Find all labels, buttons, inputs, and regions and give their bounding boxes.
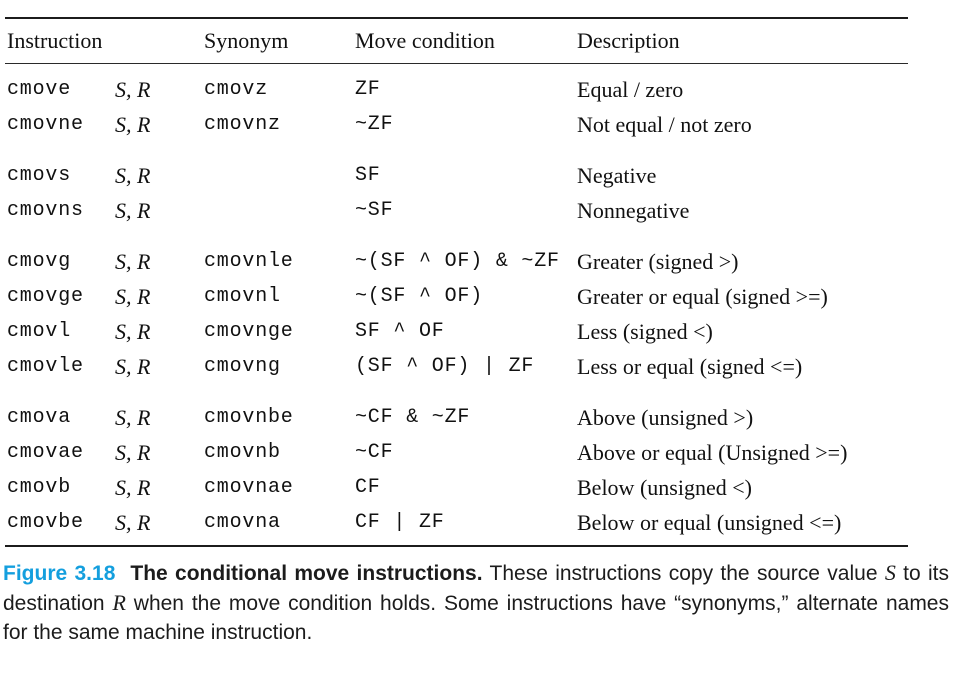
instruction-operands: S, R xyxy=(115,354,151,379)
table-row: cmovle S, R cmovng (SF ^ OF) | ZF Less o… xyxy=(5,349,908,384)
synonym-mnemonic: cmovng xyxy=(204,355,281,378)
synonym-mnemonic: cmovnl xyxy=(204,285,281,308)
synonym-mnemonic: cmovna xyxy=(204,511,281,534)
table-row-group: cmova S, R cmovnbe ~CF & ~ZF Above (unsi… xyxy=(5,400,908,540)
instruction-operands: S, R xyxy=(115,112,151,137)
move-condition-expression: CF xyxy=(355,476,381,499)
instruction-operands: S, R xyxy=(115,163,151,188)
description-text: Equal / zero xyxy=(577,77,684,102)
instruction-mnemonic: cmovae xyxy=(7,441,84,464)
table-body: cmove S, R cmovz ZF Equal / zero cmovne … xyxy=(5,64,908,545)
synonym-mnemonic xyxy=(204,193,355,228)
description-text: Not equal / not zero xyxy=(577,112,752,137)
instruction-mnemonic: cmova xyxy=(7,406,72,429)
instruction-mnemonic: cmovb xyxy=(7,476,72,499)
synonym-mnemonic: cmovnb xyxy=(204,441,281,464)
synonym-mnemonic xyxy=(204,158,355,193)
move-condition-expression: ~(SF ^ OF) & ~ZF xyxy=(355,250,560,273)
move-condition-expression: ~CF & ~ZF xyxy=(355,406,471,429)
table-row: cmovns S, R ~SF Nonnegative xyxy=(5,193,908,228)
synonym-mnemonic: cmovnbe xyxy=(204,406,294,429)
figure-title: The conditional move instructions. xyxy=(130,562,483,585)
instruction-operands: S, R xyxy=(115,284,151,309)
move-condition-expression: ~SF xyxy=(355,199,394,222)
instruction-operands: S, R xyxy=(115,475,151,500)
table-row: cmovg S, R cmovnle ~(SF ^ OF) & ~ZF Grea… xyxy=(5,244,908,279)
table-header-rule xyxy=(5,63,908,64)
table-top-rule xyxy=(5,17,908,19)
instruction-mnemonic: cmovl xyxy=(7,320,72,343)
caption-segment-2: to its destination xyxy=(3,562,949,615)
column-header-move-condition: Move condition xyxy=(355,28,495,53)
column-header-description: Description xyxy=(577,28,680,53)
table-header-row: Instruction Synonym Move condition Descr… xyxy=(5,19,908,63)
description-text: Greater (signed >) xyxy=(577,249,739,274)
synonym-mnemonic: cmovnz xyxy=(204,113,281,136)
synonym-mnemonic: cmovz xyxy=(204,78,269,101)
table-row-group: cmovs S, R SF Negative cmovns S, R ~SF N… xyxy=(5,158,908,228)
description-text: Above or equal (Unsigned >=) xyxy=(577,440,848,465)
caption-var-destination: R xyxy=(112,590,126,615)
description-text: Above (unsigned >) xyxy=(577,405,754,430)
caption-segment-1: These instructions copy the source value xyxy=(482,562,885,585)
instruction-operands: S, R xyxy=(115,198,151,223)
table-row: cmovl S, R cmovnge SF ^ OF Less (signed … xyxy=(5,314,908,349)
figure-label: Figure 3.18 xyxy=(3,562,116,585)
conditional-move-table: Instruction Synonym Move condition Descr… xyxy=(5,17,908,547)
move-condition-expression: ZF xyxy=(355,78,381,101)
table-row: cmova S, R cmovnbe ~CF & ~ZF Above (unsi… xyxy=(5,400,908,435)
move-condition-expression: CF | ZF xyxy=(355,511,445,534)
instruction-operands: S, R xyxy=(115,405,151,430)
description-text: Below or equal (unsigned <=) xyxy=(577,510,842,535)
instruction-mnemonic: cmovg xyxy=(7,250,72,273)
column-header-synonym: Synonym xyxy=(204,28,289,53)
instruction-operands: S, R xyxy=(115,319,151,344)
instruction-mnemonic: cmovne xyxy=(7,113,84,136)
synonym-mnemonic: cmovnge xyxy=(204,320,294,343)
move-condition-expression: (SF ^ OF) | ZF xyxy=(355,355,535,378)
synonym-mnemonic: cmovnae xyxy=(204,476,294,499)
description-text: Greater or equal (signed >=) xyxy=(577,284,828,309)
move-condition-expression: ~ZF xyxy=(355,113,394,136)
table-row: cmovae S, R cmovnb ~CF Above or equal (U… xyxy=(5,435,908,470)
table-row: cmovbe S, R cmovna CF | ZF Below or equa… xyxy=(5,505,908,540)
move-condition-expression: SF ^ OF xyxy=(355,320,445,343)
figure-page: Instruction Synonym Move condition Descr… xyxy=(0,17,969,692)
move-condition-expression: ~(SF ^ OF) xyxy=(355,285,484,308)
move-condition-expression: ~CF xyxy=(355,441,394,464)
instruction-mnemonic: cmove xyxy=(7,78,72,101)
description-text: Less (signed <) xyxy=(577,319,713,344)
figure-caption: Figure 3.18 The conditional move instruct… xyxy=(3,558,949,647)
instruction-mnemonic: cmovbe xyxy=(7,511,84,534)
column-header-instruction: Instruction xyxy=(7,28,103,53)
table-row-group: cmove S, R cmovz ZF Equal / zero cmovne … xyxy=(5,72,908,142)
table-row-group: cmovg S, R cmovnle ~(SF ^ OF) & ~ZF Grea… xyxy=(5,244,908,384)
instruction-operands: S, R xyxy=(115,77,151,102)
instruction-mnemonic: cmovns xyxy=(7,199,84,222)
description-text: Nonnegative xyxy=(577,198,690,223)
instruction-operands: S, R xyxy=(115,249,151,274)
description-text: Less or equal (signed <=) xyxy=(577,354,803,379)
instruction-operands: S, R xyxy=(115,440,151,465)
instruction-mnemonic: cmovle xyxy=(7,355,84,378)
move-condition-expression: SF xyxy=(355,164,381,187)
table-row: cmovs S, R SF Negative xyxy=(5,158,908,193)
instruction-mnemonic: cmovs xyxy=(7,164,72,187)
instruction-operands: S, R xyxy=(115,510,151,535)
synonym-mnemonic: cmovnle xyxy=(204,250,294,273)
description-text: Negative xyxy=(577,163,657,188)
description-text: Below (unsigned <) xyxy=(577,475,752,500)
table-row: cmovge S, R cmovnl ~(SF ^ OF) Greater or… xyxy=(5,279,908,314)
caption-segment-3: when the move condition holds. Some inst… xyxy=(3,592,949,644)
instruction-mnemonic: cmovge xyxy=(7,285,84,308)
table-row: cmovne S, R cmovnz ~ZF Not equal / not z… xyxy=(5,107,908,142)
caption-var-source: S xyxy=(884,560,896,585)
table-bottom-rule xyxy=(5,545,908,547)
table-row: cmove S, R cmovz ZF Equal / zero xyxy=(5,72,908,107)
table-row: cmovb S, R cmovnae CF Below (unsigned <) xyxy=(5,470,908,505)
